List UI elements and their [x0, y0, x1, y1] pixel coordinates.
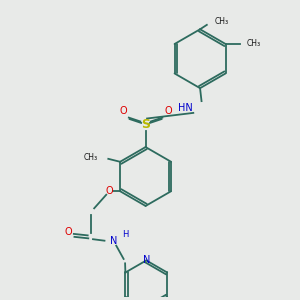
Text: CH₃: CH₃	[246, 40, 260, 49]
Text: CH₃: CH₃	[84, 153, 98, 162]
Text: S: S	[141, 118, 150, 131]
Text: N: N	[142, 255, 150, 266]
Text: O: O	[106, 186, 114, 196]
Text: O: O	[119, 106, 127, 116]
Text: N: N	[110, 236, 117, 246]
Text: O: O	[64, 226, 72, 237]
Text: HN: HN	[178, 103, 193, 113]
Text: O: O	[164, 106, 172, 116]
Text: CH₃: CH₃	[215, 17, 229, 26]
Text: H: H	[122, 230, 128, 239]
